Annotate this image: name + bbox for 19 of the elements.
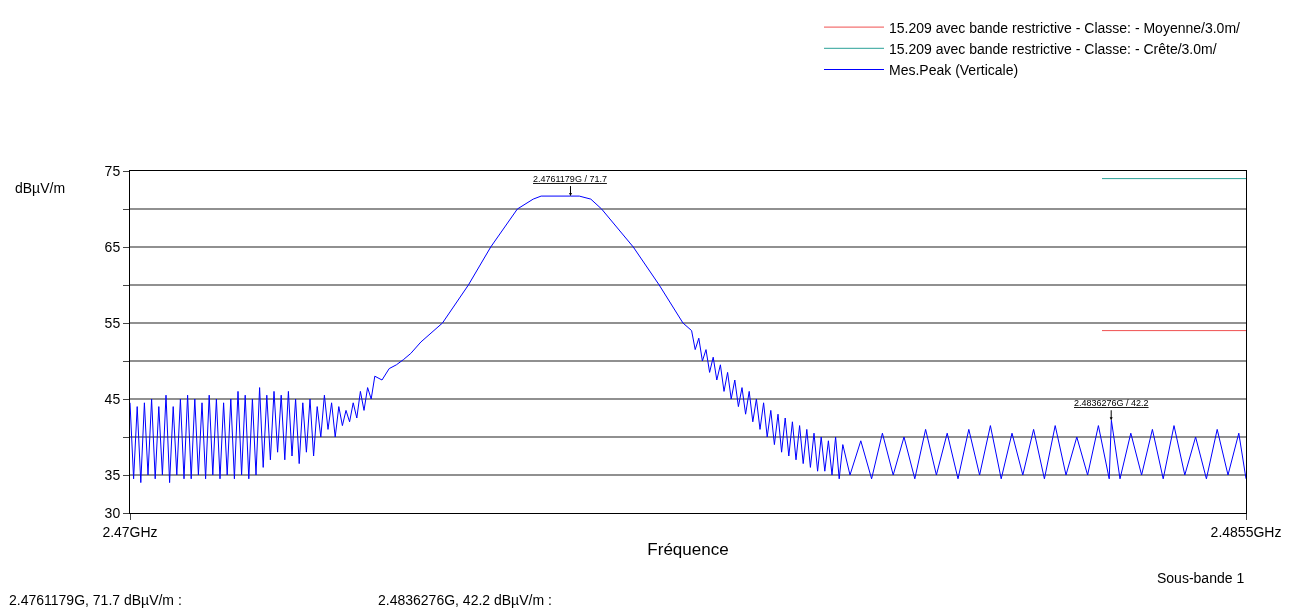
legend-label: Mes.Peak (Verticale)	[889, 61, 1019, 78]
y-tick-label: 30	[104, 504, 121, 521]
x-axis-title: Fréquence	[647, 540, 729, 560]
y-tick-label: 35	[104, 466, 121, 483]
y-axis-title: dBµV/m	[15, 180, 66, 196]
text: 2.4761179G, 71.7 dBµV/m :	[9, 592, 182, 608]
legend-label: 15.209 avec bande restrictive - Classe: - Crête/3.0m/	[889, 40, 1217, 57]
x-tick-label: 2.47GHz	[102, 523, 158, 540]
x-tick-label: 2.4855GHz	[1210, 523, 1282, 540]
annotation: 2.4836276G / 42.2	[1074, 398, 1149, 408]
y-tick-label: 75	[104, 162, 121, 179]
text: 2.4836276G, 42.2 dBµV/m :	[378, 592, 552, 608]
y-tick-label: 55	[104, 314, 121, 331]
text: Sous-bande 1	[1157, 570, 1245, 586]
legend-label: 15.209 avec bande restrictive - Classe: - Moyenne/3.0m/	[889, 19, 1241, 36]
y-tick-label: 65	[104, 238, 121, 255]
annotation: 2.4761179G / 71.7	[533, 174, 607, 184]
line-series	[130, 195, 1246, 484]
y-tick-label: 45	[104, 390, 121, 407]
